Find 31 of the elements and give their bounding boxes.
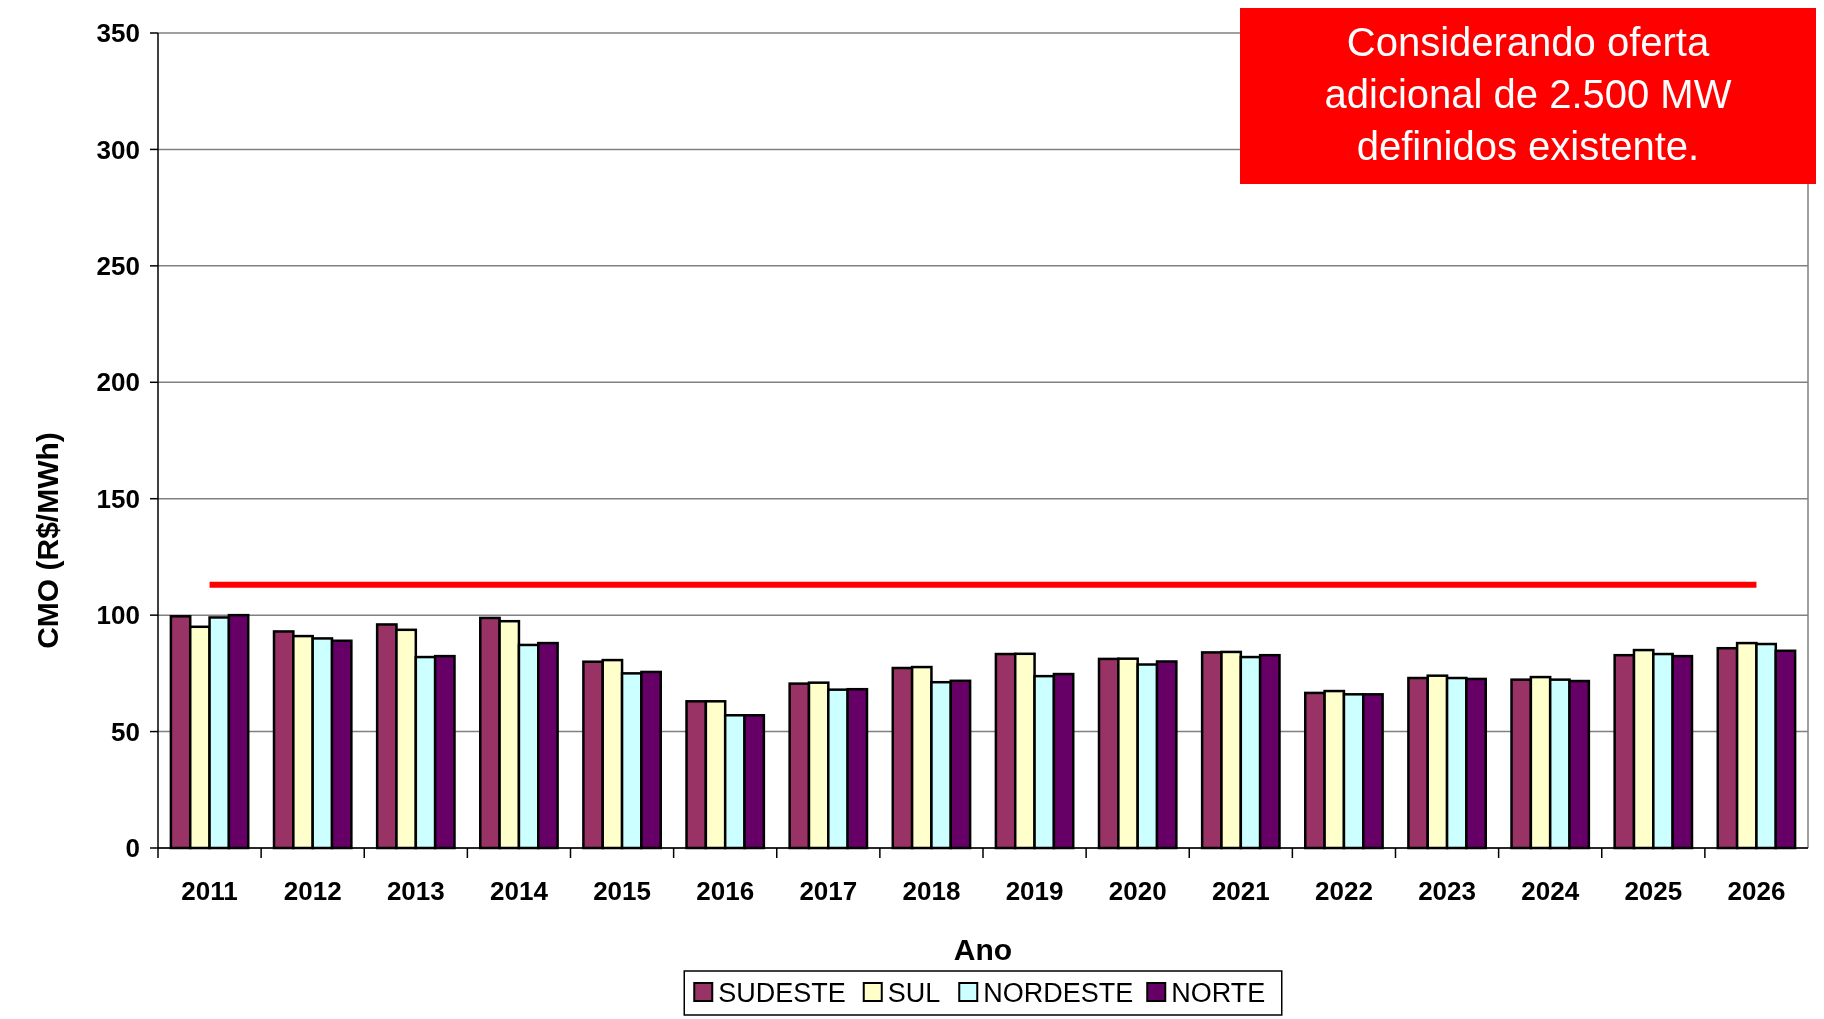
x-tick-label: 2018 [902,876,961,906]
legend-label: NORDESTE [983,978,1134,1009]
y-tick-label: 100 [96,600,140,631]
y-tick-label: 350 [96,18,140,49]
x-tick-label: 2011 [181,876,238,906]
x-tick-label: 2021 [1211,876,1270,906]
y-axis-title: CMO (R$/MWh) [31,432,64,649]
x-tick-label: 2020 [1108,876,1167,906]
x-tick-label: 2012 [283,876,342,906]
x-tick-label: 2026 [1727,876,1786,906]
x-tick-label: 2014 [490,876,549,906]
x-tick-label: 2015 [593,876,651,906]
x-tick-label: 2017 [799,876,858,906]
x-tick-label: 2016 [696,876,755,906]
x-tick-label: 2022 [1315,876,1373,906]
y-tick-label: 150 [96,483,140,514]
y-tick-label: 0 [125,833,140,864]
legend-label: SUDESTE [718,978,846,1009]
x-axis-title: Ano [953,933,1013,966]
y-tick-label: 250 [96,250,140,281]
y-tick-label: 300 [96,134,140,165]
y-tick-label: 200 [96,367,140,398]
x-tick-label: 2024 [1521,876,1580,906]
x-tick-label: 2019 [1005,876,1064,906]
x-tick-label: 2023 [1418,876,1476,906]
legend-label: NORTE [1171,978,1266,1009]
x-tick-label: 2013 [386,876,445,906]
legend-label: SUL [887,978,941,1009]
y-tick-label: 50 [111,716,140,747]
annotation: Considerando oferta adicional de 2.500 MW definidos existente. [1324,20,1732,168]
x-tick-label: 2025 [1624,876,1683,906]
